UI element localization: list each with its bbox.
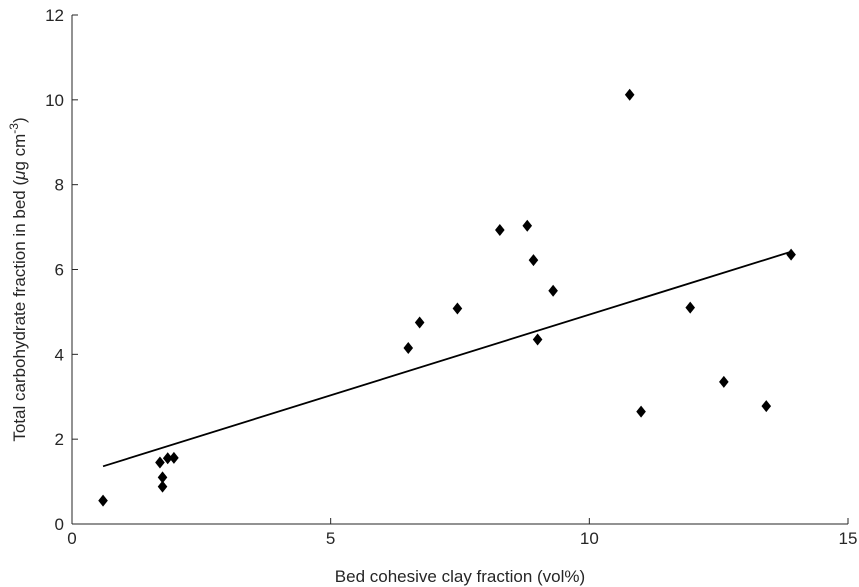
data-point — [548, 284, 558, 297]
data-point — [169, 451, 179, 464]
data-point — [495, 224, 505, 237]
y-tick-label: 4 — [55, 345, 64, 364]
y-tick-label: 0 — [55, 515, 64, 534]
data-point — [403, 341, 414, 354]
y-tick-label: 10 — [45, 91, 64, 110]
data-point — [522, 219, 533, 232]
data-point — [636, 405, 646, 418]
x-ticks: 0 5 10 15 — [67, 518, 857, 548]
x-tick-label: 15 — [839, 529, 858, 548]
y-axis-label-mu: μ — [10, 170, 29, 181]
x-tick-label: 5 — [326, 529, 335, 548]
y-tick-label: 12 — [45, 6, 64, 25]
axes: 0 5 10 15 0 2 4 6 8 10 12 — [45, 6, 857, 548]
x-axis-label: Bed cohesive clay fraction (vol%) — [335, 567, 585, 586]
data-point — [685, 301, 696, 314]
y-axis-label: Total carbohydrate fraction in bed (μg c… — [7, 117, 29, 441]
fit-line-group — [102, 250, 792, 468]
y-axis-label-prefix: Total carbohydrate fraction in bed ( — [10, 180, 29, 442]
y-tick-label: 6 — [55, 261, 64, 280]
data-point — [155, 456, 165, 469]
y-ticks: 0 2 4 6 8 10 12 — [45, 6, 78, 534]
y-tick-label: 8 — [55, 176, 64, 195]
data-points — [98, 88, 796, 507]
data-point — [624, 88, 635, 101]
y-axis-label-unit: g cm — [10, 134, 29, 171]
data-point — [157, 480, 168, 493]
regression-line — [102, 250, 792, 468]
data-point — [786, 248, 796, 261]
y-tick-label: 2 — [55, 430, 64, 449]
data-point — [761, 400, 772, 413]
data-point — [532, 333, 543, 346]
data-point — [157, 471, 168, 484]
x-tick-label: 10 — [580, 529, 599, 548]
y-axis-label-exponent: -3 — [7, 123, 21, 134]
x-tick-label: 0 — [67, 529, 76, 548]
data-point — [162, 452, 173, 465]
y-axis-label-suffix: ) — [10, 117, 29, 123]
data-point — [98, 494, 108, 507]
data-point — [452, 302, 463, 315]
data-point — [719, 375, 729, 388]
data-point — [528, 254, 539, 267]
data-point — [414, 316, 425, 329]
